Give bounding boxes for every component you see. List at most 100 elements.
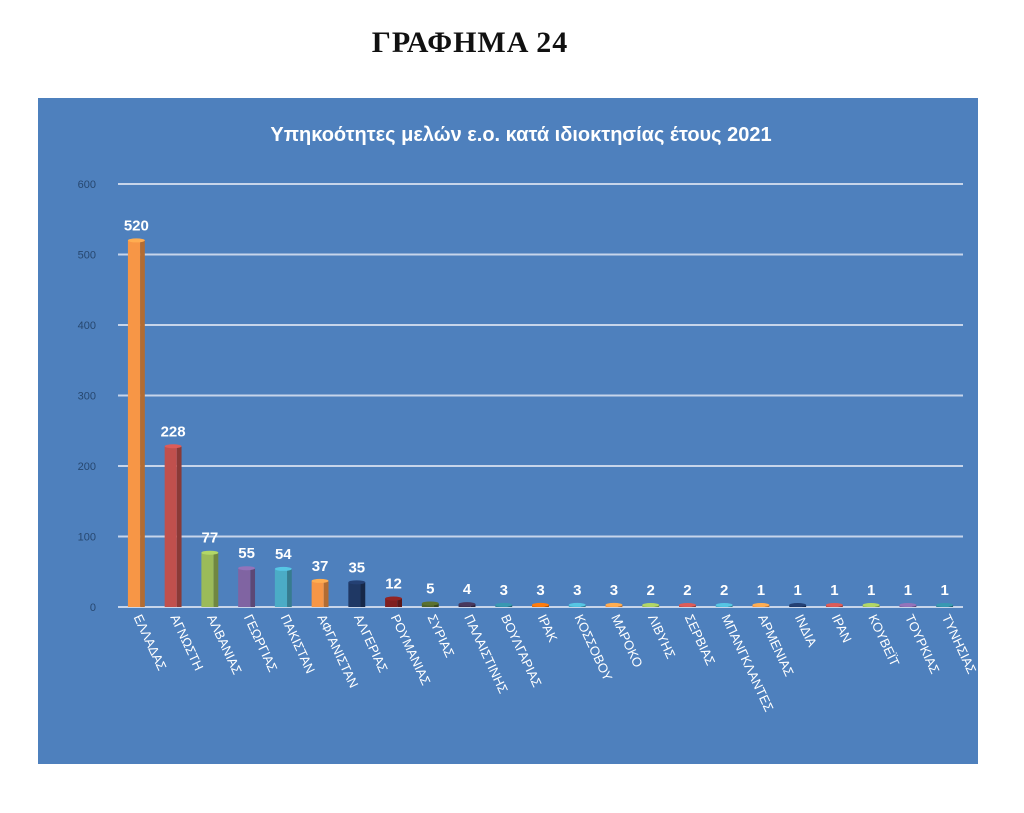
bar-front bbox=[348, 582, 361, 607]
bar-front bbox=[274, 568, 288, 607]
y-tick-label: 300 bbox=[78, 391, 96, 403]
y-tick-label: 400 bbox=[78, 320, 96, 332]
x-tick-label: ΠΑΚΙΣΤΑΝ bbox=[278, 612, 318, 676]
data-label: 1 bbox=[757, 582, 765, 599]
data-label: 4 bbox=[463, 581, 472, 598]
x-tick-label: ΤΟΥΡΚΙΑΣ bbox=[902, 612, 943, 676]
bar-21 bbox=[899, 603, 917, 607]
bar-3 bbox=[238, 566, 256, 607]
data-label: 520 bbox=[124, 217, 149, 234]
bar-side bbox=[213, 552, 219, 607]
bar-side bbox=[470, 604, 476, 607]
bar-front bbox=[164, 446, 177, 607]
bar-top bbox=[825, 603, 843, 607]
bar-side bbox=[397, 598, 402, 607]
x-tick-label: ΑΛΒΑΝΙΑΣ bbox=[204, 612, 245, 677]
bar-4 bbox=[274, 566, 292, 607]
data-label: 2 bbox=[720, 582, 728, 599]
bar-side bbox=[360, 582, 366, 607]
bar-17 bbox=[752, 603, 770, 607]
bar-side bbox=[287, 568, 292, 607]
data-label: 1 bbox=[904, 582, 912, 599]
data-label: 1 bbox=[830, 582, 838, 599]
x-tick-label: ΙΡΑΝ bbox=[829, 612, 855, 645]
x-tick-label: ΤΥΝΗΣΙΑΣ bbox=[939, 612, 978, 676]
x-tick-label: ΡΟΥΜΑΝΙΑΣ bbox=[388, 612, 434, 687]
data-label: 54 bbox=[275, 546, 292, 563]
y-tick-label: 100 bbox=[78, 532, 96, 544]
bar-side bbox=[176, 446, 182, 607]
x-tick-label: ΙΡΑΚ bbox=[535, 612, 561, 645]
bar-front bbox=[385, 598, 398, 607]
data-label: 1 bbox=[794, 582, 802, 599]
bar-top bbox=[715, 603, 733, 607]
x-tick-label: ΛΙΒΥΗΣ bbox=[645, 612, 678, 661]
bar-top bbox=[752, 603, 770, 607]
bar-side bbox=[434, 603, 439, 607]
data-label: 2 bbox=[683, 582, 691, 599]
x-tick-label: ΜΑΡΟΚΟ bbox=[608, 612, 646, 670]
x-tick-label: ΑΡΜΕΝΙΑΣ bbox=[755, 612, 797, 679]
bar-19 bbox=[825, 603, 843, 607]
bar-top bbox=[238, 566, 256, 571]
bar-front bbox=[127, 240, 141, 607]
bar-6 bbox=[348, 580, 366, 607]
bar-top bbox=[789, 603, 807, 607]
x-axis-ticks: ΕΛΛΑΔΑΣΑΓΝΩΣΤΗΑΛΒΑΝΙΑΣΓΕΩΡΓΙΑΣΠΑΚΙΣΤΑΝΑΦ… bbox=[131, 612, 978, 714]
bar-1 bbox=[164, 444, 182, 607]
data-label: 3 bbox=[536, 582, 544, 599]
chart-title: Υπηκοότητες μελών ε.ο. κατά ιδιοκτησίας … bbox=[270, 124, 771, 146]
bar-2 bbox=[201, 550, 219, 607]
chart-panel: Υπηκοότητες μελών ε.ο. κατά ιδιοκτησίας … bbox=[38, 98, 978, 764]
bar-7 bbox=[385, 596, 402, 607]
bar-front bbox=[238, 568, 251, 607]
y-axis-ticks: 0 100 200 300 400 500 600 bbox=[78, 179, 96, 614]
data-label: 2 bbox=[647, 582, 655, 599]
bar-16 bbox=[715, 603, 733, 607]
bar-10 bbox=[495, 602, 513, 607]
bar-8 bbox=[421, 601, 439, 607]
data-label: 55 bbox=[238, 545, 255, 562]
bar-side bbox=[250, 568, 256, 607]
bar-side bbox=[323, 580, 329, 607]
x-tick-label: ΑΛΓΕΡΙΑΣ bbox=[351, 612, 391, 675]
data-label: 12 bbox=[385, 576, 402, 593]
data-label: 3 bbox=[573, 582, 581, 599]
bar-front bbox=[311, 580, 324, 607]
bar-top bbox=[127, 238, 145, 243]
bar-5 bbox=[311, 578, 329, 607]
bar-0 bbox=[127, 238, 145, 607]
bar-15 bbox=[679, 603, 696, 607]
x-tick-label: ΓΕΩΡΓΙΑΣ bbox=[241, 612, 281, 674]
page-heading: ΓΡΑΦΗΜΑ 24 bbox=[371, 26, 569, 59]
data-label: 1 bbox=[867, 582, 875, 599]
bar-top bbox=[495, 602, 513, 607]
data-label: 35 bbox=[348, 559, 365, 576]
bar-9 bbox=[458, 602, 476, 607]
bar-14 bbox=[642, 603, 660, 607]
bar-top bbox=[568, 602, 586, 607]
gridlines bbox=[118, 183, 963, 608]
bar-chart: Υπηκοότητες μελών ε.ο. κατά ιδιοκτησίας … bbox=[78, 124, 978, 714]
x-tick-label: ΚΟΥΒΕΪΤ bbox=[865, 612, 902, 669]
bar-20 bbox=[862, 603, 880, 607]
bar-top bbox=[936, 603, 954, 607]
bar-front bbox=[201, 552, 214, 607]
bar-top bbox=[605, 602, 623, 607]
bar-top bbox=[164, 444, 182, 449]
y-tick-label: 600 bbox=[78, 179, 96, 191]
data-label: 3 bbox=[500, 582, 508, 599]
bar-top bbox=[458, 602, 476, 607]
bar-22 bbox=[936, 603, 954, 607]
bar-11 bbox=[532, 602, 549, 607]
bar-top bbox=[862, 603, 880, 607]
x-tick-label: ΣΥΡΙΑΣ bbox=[425, 612, 458, 660]
bar-top bbox=[421, 601, 439, 606]
bar-top bbox=[311, 578, 329, 583]
bar-side bbox=[140, 240, 145, 607]
x-tick-label: ΕΛΛΑΔΑΣ bbox=[131, 612, 170, 673]
data-label: 228 bbox=[161, 423, 186, 440]
data-label: 3 bbox=[610, 582, 618, 599]
bar-top bbox=[899, 603, 917, 607]
